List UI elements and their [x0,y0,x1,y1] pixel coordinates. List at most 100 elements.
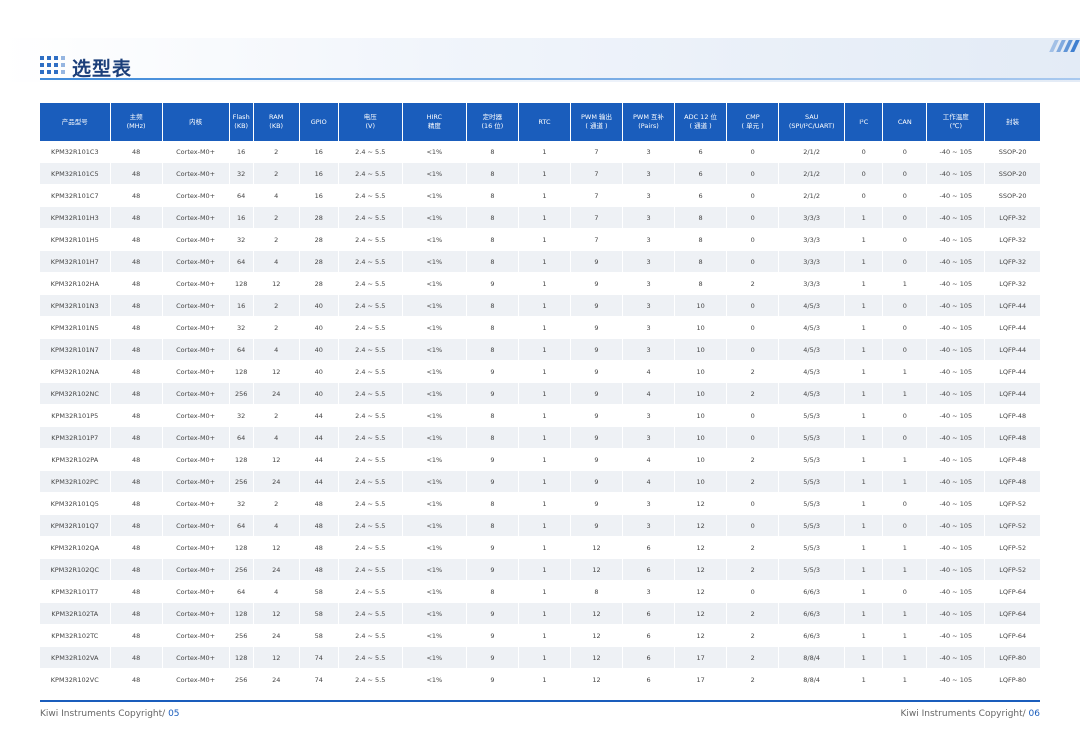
table-cell: 2 [726,668,780,691]
table-cell: Cortex-M0+ [162,382,230,405]
table-cell: 3/3/3 [778,228,846,251]
table-cell: 8 [674,250,728,273]
table-cell: LQFP-64 [984,580,1040,603]
table-cell: 2.4 ~ 5.5 [338,514,403,537]
table-cell: 1 [882,382,928,405]
table-cell: 3 [622,514,676,537]
table-cell: KPM32R101P5 [40,404,111,427]
table-cell: 2 [726,602,780,625]
table-cell: 9 [570,426,624,449]
table-cell: 9 [570,492,624,515]
table-cell: 48 [110,514,163,537]
table-cell: 10 [674,316,728,339]
table-cell: 12 [253,536,300,559]
table-cell: KPM32R101Q7 [40,514,111,537]
table-cell: -40 ~ 105 [926,316,986,339]
footer-copyright-left: Kiwi Instruments Copyright/ [40,709,169,719]
table-cell: <1% [402,558,467,581]
table-cell: 2/1/2 [778,162,846,185]
table-cell: 4 [622,382,676,405]
table-cell: -40 ~ 105 [926,206,986,229]
table-cell: Cortex-M0+ [162,668,230,691]
table-cell: 0 [726,162,780,185]
table-cell: Cortex-M0+ [162,514,230,537]
table-cell: Cortex-M0+ [162,646,230,669]
table-cell: Cortex-M0+ [162,558,230,581]
table-cell: 6 [622,646,676,669]
table-cell: 48 [110,206,163,229]
table-cell: -40 ~ 105 [926,558,986,581]
table-cell: 1 [844,448,884,471]
table-cell: 16 [299,141,339,163]
table-cell: 9 [466,558,519,581]
table-cell: 2.4 ~ 5.5 [338,162,403,185]
table-cell: 1 [518,206,571,229]
table-cell: 3 [622,184,676,207]
table-cell: 1 [882,558,928,581]
table-cell: 0 [726,228,780,251]
table-cell: 2.4 ~ 5.5 [338,470,403,493]
table-cell: 5/5/3 [778,448,846,471]
table-cell: 2.4 ~ 5.5 [338,580,403,603]
table-cell: 40 [299,382,339,405]
table-cell: 128 [229,602,254,625]
table-cell: 0 [882,206,928,229]
table-cell: 1 [844,382,884,405]
table-cell: -40 ~ 105 [926,514,986,537]
table-cell: 6 [622,558,676,581]
table-cell: KPM32R102TA [40,602,111,625]
table-cell: 1 [844,228,884,251]
table-cell: 8 [674,206,728,229]
table-cell: 12 [674,558,728,581]
table-cell: 0 [844,141,884,163]
table-cell: 0 [726,580,780,603]
table-row: KPM32R102VA 48 Cortex-M0+ 128 12 74 2.4 ~ 5.5 <… [40,646,1040,669]
table-cell: 12 [674,536,728,559]
table-cell: 0 [726,141,780,163]
table-cell: 3 [622,206,676,229]
table-cell: 0 [882,492,928,515]
table-cell: LQFP-80 [984,668,1040,691]
table-cell: 12 [570,558,624,581]
table-cell: 40 [299,338,339,361]
page-number-right: 06 [1028,709,1040,719]
table-cell: 1 [518,536,571,559]
table-cell: 0 [882,404,928,427]
table-cell: 28 [299,228,339,251]
table-cell: 74 [299,668,339,691]
table-cell: <1% [402,272,467,295]
table-cell: 6/6/3 [778,602,846,625]
table-row: KPM32R102VC 48 Cortex-M0+ 256 24 74 2.4 ~ 5.5 <… [40,668,1040,691]
table-cell: LQFP-80 [984,646,1040,669]
table-cell: 48 [110,426,163,449]
table-cell: 58 [299,602,339,625]
table-cell: LQFP-52 [984,536,1040,559]
table-cell: 2.4 ~ 5.5 [338,448,403,471]
table-cell: 3 [622,404,676,427]
table-cell: 48 [299,536,339,559]
table-cell: 1 [518,426,571,449]
table-cell: 10 [674,382,728,405]
table-cell: <1% [402,646,467,669]
table-cell: -40 ~ 105 [926,668,986,691]
table-row: KPM32R101H7 48 Cortex-M0+ 64 4 28 2.4 ~ 5.5 <1%… [40,250,1040,273]
table-cell: 2.4 ~ 5.5 [338,646,403,669]
table-cell: Cortex-M0+ [162,492,230,515]
table-cell: 0 [726,338,780,361]
table-cell: 44 [299,470,339,493]
table-cell: 2 [726,360,780,383]
table-cell: KPM32R101H5 [40,228,111,251]
table-cell: 48 [110,448,163,471]
table-cell: 256 [229,624,254,647]
table-cell: -40 ~ 105 [926,250,986,273]
header-divider [40,78,1080,80]
table-cell: 1 [518,382,571,405]
table-cell: 4/5/3 [778,360,846,383]
table-cell: 0 [882,141,928,163]
table-cell: 24 [253,668,300,691]
table-cell: <1% [402,184,467,207]
table-cell: 6 [674,184,728,207]
table-cell: <1% [402,382,467,405]
table-cell: 24 [253,382,300,405]
table-cell: 2 [253,404,300,427]
